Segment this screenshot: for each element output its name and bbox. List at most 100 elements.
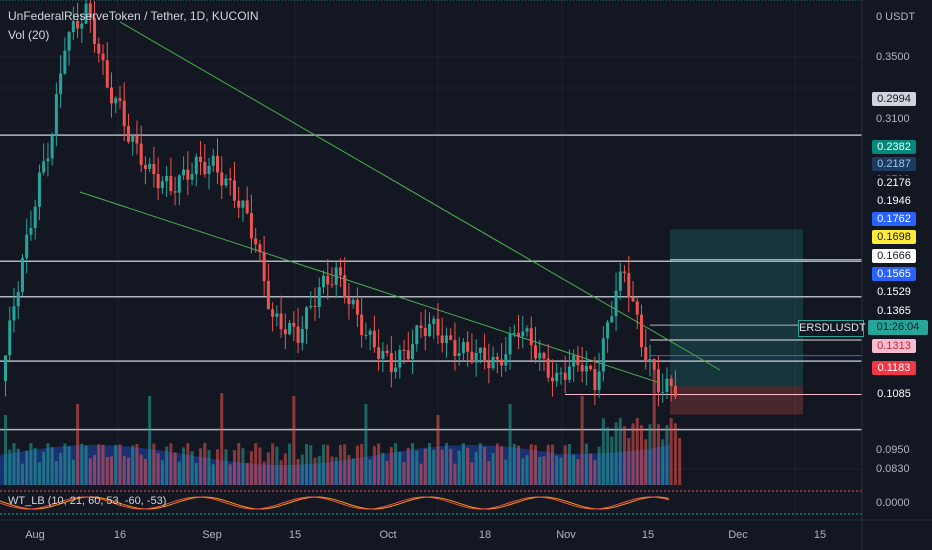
volume-bar [97, 444, 101, 485]
volume-bar [186, 443, 190, 485]
candle-body [652, 359, 656, 370]
volume-bar [432, 449, 436, 485]
volume-bar [550, 444, 554, 485]
candle-body [80, 23, 84, 29]
osc-signal-line [0, 496, 670, 510]
trendlines [79, 21, 721, 384]
candle-body [474, 352, 478, 363]
volume-bar [326, 444, 330, 485]
volume-bar [80, 443, 84, 485]
candle-body [534, 345, 537, 359]
volume-bar [665, 425, 669, 485]
candle-body [194, 156, 198, 175]
volume-bar [355, 445, 359, 485]
candle-body [381, 350, 385, 359]
candle-body [63, 50, 67, 74]
candle-body [411, 343, 415, 360]
price-tag: 0.2176 [872, 176, 916, 190]
candles [4, 0, 677, 407]
stop-zone [670, 386, 803, 415]
symbol-tag: ERSDLUSDT [798, 320, 866, 337]
volume-bar [54, 460, 58, 485]
candle-body [368, 330, 372, 335]
volume-bar [572, 454, 576, 485]
volume-bars [4, 368, 682, 485]
volume-bar [411, 443, 415, 485]
candle-body [76, 21, 80, 29]
volume-bar [173, 452, 177, 485]
volume-bar [394, 443, 398, 485]
volume-bar [343, 444, 347, 485]
candle-body [610, 316, 614, 323]
candle-body [105, 60, 109, 88]
volume-bar [512, 443, 516, 485]
volume-bar [126, 457, 130, 485]
candle-body [97, 43, 101, 54]
time-tick: 18 [478, 529, 492, 541]
candle-body [623, 271, 627, 274]
volume-bar [627, 437, 631, 485]
candle-body [8, 320, 12, 356]
candle-body [313, 305, 317, 307]
candle-body [46, 158, 50, 162]
time-tick: 15 [813, 529, 827, 541]
candle-body [262, 252, 266, 281]
candle-body [567, 366, 571, 380]
volume-bar [8, 449, 12, 485]
candle-body [593, 369, 597, 390]
volume-bar [322, 444, 325, 485]
time-tick: Aug [25, 529, 45, 541]
volume-bar [517, 445, 521, 485]
candle-body [656, 369, 660, 393]
volume-bar [508, 403, 512, 485]
candle-body [4, 355, 7, 382]
candle-body [237, 200, 241, 208]
candle-body [394, 367, 398, 373]
candle-body [415, 325, 419, 344]
price-tag: 0.1529 [872, 285, 916, 299]
price-tick: 0.0000 [876, 497, 910, 509]
volume-bar [368, 459, 372, 485]
candle-body [305, 307, 309, 329]
volume-bar [177, 461, 181, 485]
time-tick: 15 [288, 529, 302, 541]
candle-body [432, 318, 436, 324]
volume-bar [415, 450, 419, 485]
volume-bar [461, 443, 465, 485]
volume-bar [360, 443, 364, 485]
volume-bar [228, 464, 232, 485]
volume-bar [601, 418, 605, 485]
candle-body [300, 328, 304, 343]
candle-body [50, 135, 54, 159]
volume-bar [156, 453, 160, 485]
volume-bar [169, 443, 173, 485]
candle-body [428, 323, 431, 337]
volume-bar [567, 444, 571, 485]
candle-body [389, 353, 393, 373]
candle-body [12, 306, 16, 321]
price-tick: 0.3500 [876, 51, 910, 63]
volume-bar [428, 443, 431, 485]
candle-body [114, 98, 118, 104]
candle-body [614, 290, 618, 317]
candle-body [216, 155, 219, 173]
time-tick: Nov [556, 529, 576, 541]
candle-body [521, 331, 525, 337]
price-axis-unit[interactable]: 0 USDT [876, 11, 916, 23]
volume-bar [59, 452, 63, 485]
candle-body [326, 275, 330, 285]
price-tag: 0.1365 [872, 304, 916, 318]
price-tag: 0.2994 [872, 92, 916, 106]
volume-bar [50, 447, 54, 485]
volume-bar [309, 445, 313, 485]
candle-body [296, 326, 300, 343]
candle-body [644, 347, 648, 362]
candle-body [423, 327, 427, 337]
volume-bar [249, 451, 253, 485]
volume-bar [377, 443, 381, 485]
volume-bar [84, 445, 88, 485]
volume-bar [546, 444, 550, 485]
volume-bar [292, 395, 296, 485]
candle-body [338, 267, 342, 276]
